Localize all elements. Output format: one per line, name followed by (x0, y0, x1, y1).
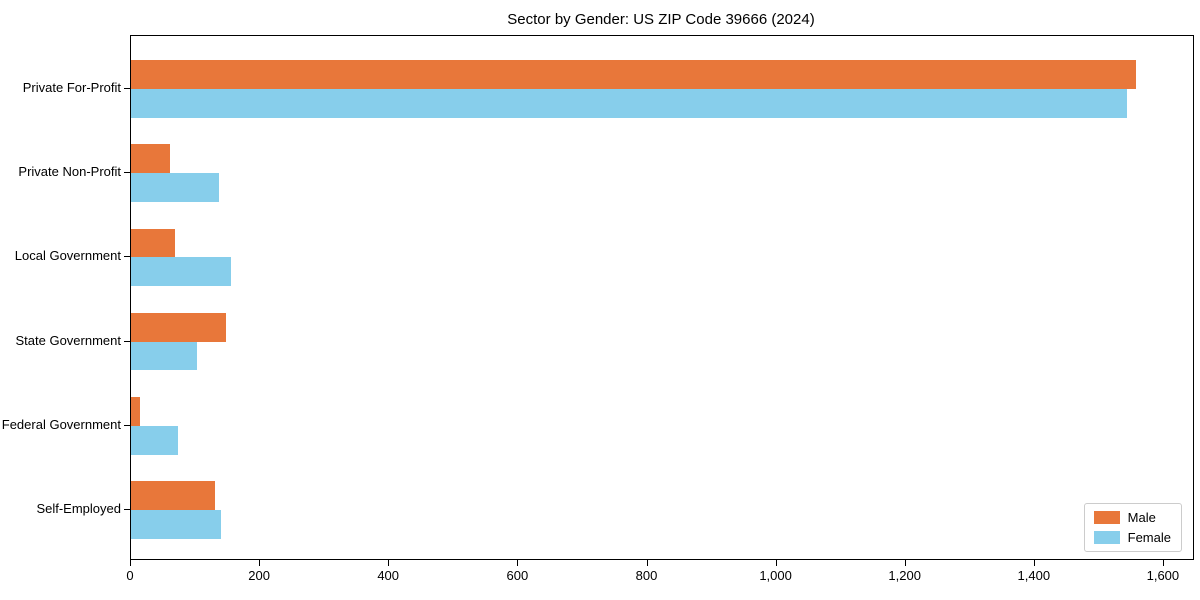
y-tick-label-local-government: Local Government (14, 248, 121, 264)
y-tick-label-private-non-profit: Private Non-Profit (18, 164, 121, 180)
x-tick-label-1400: 1,400 (1017, 568, 1051, 583)
x-tick-mark (904, 560, 906, 566)
bar-female-local-government (131, 257, 232, 287)
x-tick-mark (1162, 560, 1164, 566)
bar-male-self-employed (131, 481, 215, 510)
legend: Male Female (1083, 503, 1182, 552)
bar-female-self-employed (131, 510, 222, 539)
chart-title: Sector by Gender: US ZIP Code 39666 (202… (507, 11, 815, 28)
x-tick-label-1600: 1,600 (1146, 568, 1180, 583)
y-tick-label-federal-government: Federal Government (1, 416, 121, 432)
x-tick-mark (388, 560, 390, 566)
x-tick-label-0: 0 (126, 568, 134, 583)
x-tick-mark (1033, 560, 1035, 566)
bar-female-private-for-profit (131, 89, 1128, 118)
bar-female-state-government (131, 341, 197, 371)
legend-item-male: Male (1093, 510, 1171, 525)
x-tick-label-600: 600 (506, 568, 529, 583)
legend-swatch-male-icon (1093, 511, 1120, 524)
x-tick-label-400: 400 (377, 568, 400, 583)
y-tick-label-self-employed: Self-Employed (36, 501, 121, 516)
y-tick-label-state-government: State Government (15, 332, 122, 348)
x-tick-label-1000: 1,000 (759, 568, 792, 583)
bar-male-private-non-profit (131, 144, 170, 174)
bar-female-private-non-profit (131, 173, 219, 202)
x-tick-mark (646, 560, 648, 566)
bar-male-local-government (131, 228, 175, 258)
bar-male-state-government (131, 312, 226, 342)
x-tick-mark (259, 560, 261, 566)
bar-male-federal-government (131, 397, 140, 426)
legend-item-female: Female (1093, 530, 1171, 545)
x-tick-label-200: 200 (248, 568, 270, 583)
x-tick-mark (517, 560, 519, 566)
bar-male-private-for-profit (131, 60, 1136, 89)
x-tick-mark (130, 560, 131, 566)
x-tick-label-800: 800 (635, 568, 658, 583)
bar-female-federal-government (131, 425, 178, 455)
legend-swatch-female-icon (1093, 531, 1120, 544)
bars-layer (131, 36, 1193, 559)
legend-label-male: Male (1127, 510, 1156, 525)
y-tick-label-private-for-profit: Private For-Profit (22, 80, 121, 95)
x-tick-label-1200: 1,200 (888, 568, 921, 583)
x-tick-mark (775, 560, 777, 566)
plot-area: Male Female (130, 35, 1194, 560)
legend-label-female: Female (1127, 530, 1171, 545)
